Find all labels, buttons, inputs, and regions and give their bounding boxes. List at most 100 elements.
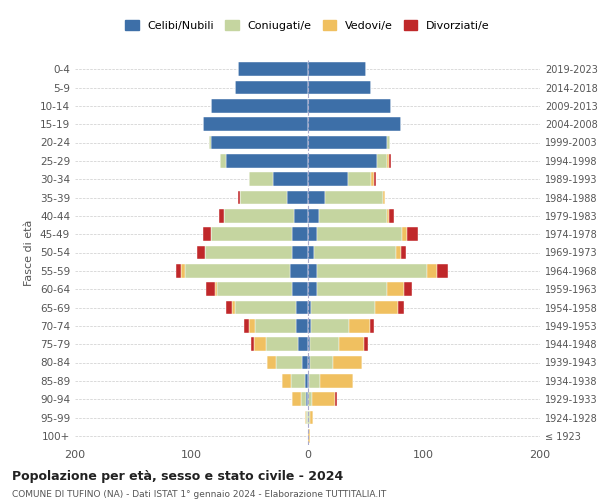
Text: Popolazione per età, sesso e stato civile - 2024: Popolazione per età, sesso e stato civil…: [12, 470, 343, 483]
Bar: [185, 264, 290, 278]
Bar: [266, 338, 298, 351]
Bar: [310, 356, 333, 370]
Bar: [386, 154, 389, 168]
Bar: [255, 319, 296, 332]
Bar: [211, 136, 308, 149]
Bar: [404, 282, 412, 296]
Bar: [389, 154, 391, 168]
Bar: [232, 300, 235, 314]
Bar: [308, 190, 325, 204]
Bar: [219, 209, 224, 222]
Bar: [308, 209, 319, 222]
Bar: [220, 154, 226, 168]
Text: COMUNE DI TUFINO (NA) - Dati ISTAT 1° gennaio 2024 - Elaborazione TUTTITALIA.IT: COMUNE DI TUFINO (NA) - Dati ISTAT 1° ge…: [12, 490, 386, 499]
Bar: [291, 374, 305, 388]
Bar: [335, 392, 337, 406]
Bar: [254, 338, 266, 351]
Bar: [317, 282, 386, 296]
Bar: [308, 99, 391, 112]
Bar: [296, 300, 308, 314]
Bar: [308, 319, 311, 332]
Bar: [317, 228, 401, 241]
Bar: [333, 356, 362, 370]
Bar: [282, 374, 291, 388]
Bar: [310, 410, 313, 424]
Bar: [371, 172, 374, 186]
Bar: [215, 282, 217, 296]
Bar: [370, 319, 374, 332]
Bar: [292, 228, 308, 241]
Bar: [251, 338, 254, 351]
Bar: [311, 300, 375, 314]
Bar: [308, 264, 317, 278]
Bar: [226, 300, 232, 314]
Bar: [301, 392, 307, 406]
Bar: [203, 228, 211, 241]
Bar: [205, 246, 292, 260]
Bar: [308, 172, 348, 186]
Bar: [364, 338, 368, 351]
Bar: [317, 264, 427, 278]
Bar: [302, 356, 308, 370]
Bar: [176, 264, 181, 278]
Bar: [308, 282, 317, 296]
Bar: [307, 410, 308, 424]
Bar: [374, 172, 376, 186]
Bar: [396, 246, 401, 260]
Bar: [298, 338, 308, 351]
Bar: [389, 209, 394, 222]
Bar: [217, 282, 292, 296]
Bar: [305, 374, 308, 388]
Bar: [307, 392, 308, 406]
Bar: [319, 209, 386, 222]
Bar: [250, 172, 272, 186]
Bar: [181, 264, 185, 278]
Bar: [250, 319, 255, 332]
Bar: [197, 246, 205, 260]
Bar: [235, 300, 296, 314]
Bar: [308, 429, 310, 442]
Bar: [308, 392, 312, 406]
Bar: [308, 410, 310, 424]
Bar: [305, 410, 307, 424]
Bar: [339, 338, 364, 351]
Bar: [287, 190, 308, 204]
Bar: [348, 172, 371, 186]
Bar: [292, 392, 301, 406]
Bar: [401, 246, 406, 260]
Bar: [203, 118, 308, 131]
Bar: [240, 190, 287, 204]
Bar: [267, 356, 276, 370]
Bar: [290, 264, 308, 278]
Bar: [308, 118, 401, 131]
Bar: [238, 62, 308, 76]
Bar: [320, 374, 353, 388]
Y-axis label: Fasce di età: Fasce di età: [25, 220, 34, 286]
Bar: [292, 246, 308, 260]
Bar: [226, 154, 308, 168]
Bar: [211, 99, 308, 112]
Bar: [206, 282, 215, 296]
Bar: [386, 282, 404, 296]
Bar: [308, 300, 311, 314]
Bar: [308, 154, 377, 168]
Bar: [311, 319, 349, 332]
Bar: [386, 209, 389, 222]
Bar: [211, 228, 292, 241]
Bar: [398, 300, 404, 314]
Bar: [292, 282, 308, 296]
Bar: [293, 209, 308, 222]
Bar: [308, 62, 365, 76]
Bar: [235, 80, 308, 94]
Bar: [375, 300, 398, 314]
Bar: [427, 264, 437, 278]
Bar: [308, 338, 310, 351]
Bar: [312, 392, 335, 406]
Bar: [349, 319, 370, 332]
Bar: [308, 374, 320, 388]
Bar: [308, 80, 371, 94]
Bar: [407, 228, 418, 241]
Bar: [238, 190, 240, 204]
Bar: [325, 190, 383, 204]
Bar: [310, 338, 339, 351]
